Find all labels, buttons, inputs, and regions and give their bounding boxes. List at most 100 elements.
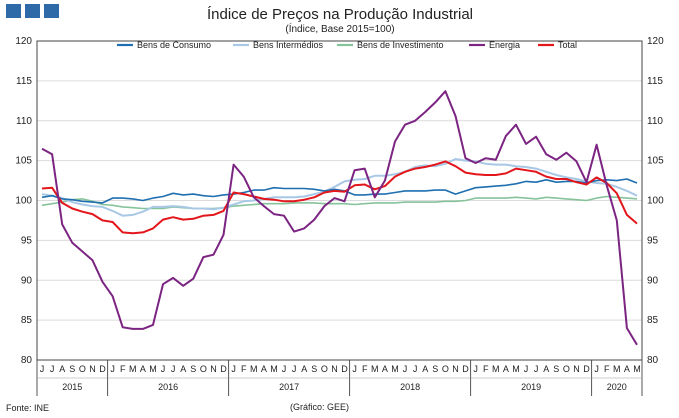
source-note: Fonte: INE [6, 403, 49, 413]
x-tick-label-month: A [382, 364, 388, 374]
x-tick-label-month: J [534, 364, 539, 374]
x-tick-label-month: J [40, 364, 45, 374]
y-tick-label-left: 95 [21, 235, 33, 246]
legend-label-bens-investimento: Bens de Investimento [357, 40, 444, 50]
x-tick-label-month: J [594, 364, 599, 374]
y-tick-label-left: 100 [15, 196, 32, 207]
legend-label-bens-consumo: Bens de Consumo [137, 40, 211, 50]
x-tick-label-month: J [171, 364, 176, 374]
x-tick-label-year: 2018 [400, 382, 420, 392]
y-tick-label-left: 90 [21, 275, 33, 286]
x-tick-label-month: A [261, 364, 267, 374]
x-tick-label-month: M [633, 364, 641, 374]
chart-subtitle: (Índice, Base 2015=100) [285, 22, 394, 35]
x-tick-label-month: M [270, 364, 278, 374]
x-tick-label-month: J [524, 364, 529, 374]
y-tick-label-left: 80 [21, 355, 33, 366]
x-tick-label-month: A [301, 364, 307, 374]
credit-note: (Gráfico: GEE) [290, 402, 349, 412]
x-tick-label-month: J [282, 364, 287, 374]
y-axis-right: 80 85 90 95 100 105 110 115 120 [647, 36, 664, 366]
x-tick-label-month: M [250, 364, 258, 374]
x-tick-label-month: J [231, 364, 236, 374]
x-tick-label-month: F [483, 364, 489, 374]
x-tick-label-month: S [311, 364, 317, 374]
y-tick-label-right: 85 [647, 315, 659, 326]
x-tick-label-month: O [200, 364, 207, 374]
x-tick-label-month: O [563, 364, 570, 374]
x-tick-label-month: J [110, 364, 115, 374]
x-tick-label-year: 2019 [521, 382, 541, 392]
x-tick-label-month: M [149, 364, 157, 374]
x-tick-label-month: S [190, 364, 196, 374]
x-tick-label-month: J [413, 364, 418, 374]
y-tick-label-left: 85 [21, 315, 33, 326]
x-tick-label-year: 2015 [62, 382, 82, 392]
x-tick-label-month: M [492, 364, 500, 374]
x-tick-label-year: 2017 [279, 382, 299, 392]
series-lines [41, 90, 638, 346]
series-line-bens-consumo [41, 178, 638, 204]
y-tick-label-left: 115 [16, 76, 32, 87]
logo-block-1 [6, 4, 21, 18]
x-tick-label-month: N [210, 364, 217, 374]
x-tick-label-month: N [573, 364, 580, 374]
x-tick-label-month: M [391, 364, 399, 374]
y-tick-label-left: 105 [15, 156, 32, 167]
x-tick-label-month: M [613, 364, 621, 374]
logo [6, 4, 59, 18]
x-tick-label-month: J [50, 364, 55, 374]
legend: Bens de Consumo Bens Intermédios Bens de I… [117, 40, 577, 50]
x-tick-label-month: A [140, 364, 146, 374]
y-tick-label-left: 110 [16, 116, 32, 127]
x-tick-label-month: A [59, 364, 65, 374]
x-tick-label-month: D [341, 364, 348, 374]
x-tick-label-year: 2016 [158, 382, 178, 392]
y-tick-label-right: 95 [647, 235, 659, 246]
y-tick-label-right: 120 [647, 36, 664, 47]
x-tick-label-month: J [352, 364, 357, 374]
y-tick-label-right: 100 [647, 196, 664, 207]
x-tick-label-month: O [79, 364, 86, 374]
x-tick-label-month: O [321, 364, 328, 374]
x-tick-label-month: A [422, 364, 428, 374]
x-tick-label-month: S [69, 364, 75, 374]
chart-title: Índice de Preços na Produção Industrial [207, 6, 473, 23]
x-tick-label-month: N [452, 364, 459, 374]
x-tick-label-month: N [331, 364, 338, 374]
x-tick-label-month: D [583, 364, 590, 374]
y-tick-label-right: 90 [647, 275, 659, 286]
x-tick-label-month: F [241, 364, 247, 374]
legend-label-total: Total [558, 40, 577, 50]
x-tick-label-month: O [442, 364, 449, 374]
x-tick-label-month: F [604, 364, 610, 374]
y-tick-label-right: 105 [647, 156, 664, 167]
x-tick-label-month: D [220, 364, 227, 374]
x-tick-label-month: M [512, 364, 520, 374]
x-tick-label-month: A [503, 364, 509, 374]
x-tick-label-month: A [624, 364, 630, 374]
x-tick-label-month: J [403, 364, 408, 374]
plot-frame [36, 40, 643, 361]
x-tick-label-month: F [362, 364, 368, 374]
x-tick-label-month: J [292, 364, 297, 374]
x-tick-label-month: D [99, 364, 106, 374]
series-line-bens-investimento [41, 195, 638, 210]
legend-label-energia: Energia [489, 40, 520, 50]
x-tick-label-month: J [473, 364, 478, 374]
y-tick-label-right: 115 [647, 76, 663, 87]
x-tick-label-month: D [462, 364, 469, 374]
y-axis-left: 80 85 90 95 100 105 110 115 120 [15, 36, 32, 366]
y-tick-label-left: 120 [15, 36, 32, 47]
x-tick-label-month: F [120, 364, 126, 374]
x-tick-label-month: N [89, 364, 96, 374]
logo-block-3 [44, 4, 59, 18]
series-line-total [41, 160, 638, 235]
x-tick-label-month: S [553, 364, 559, 374]
legend-label-bens-intermedios: Bens Intermédios [253, 40, 324, 50]
x-tick-label-month: A [180, 364, 186, 374]
logo-block-2 [25, 4, 40, 18]
x-tick-label-year: 2020 [607, 382, 627, 392]
